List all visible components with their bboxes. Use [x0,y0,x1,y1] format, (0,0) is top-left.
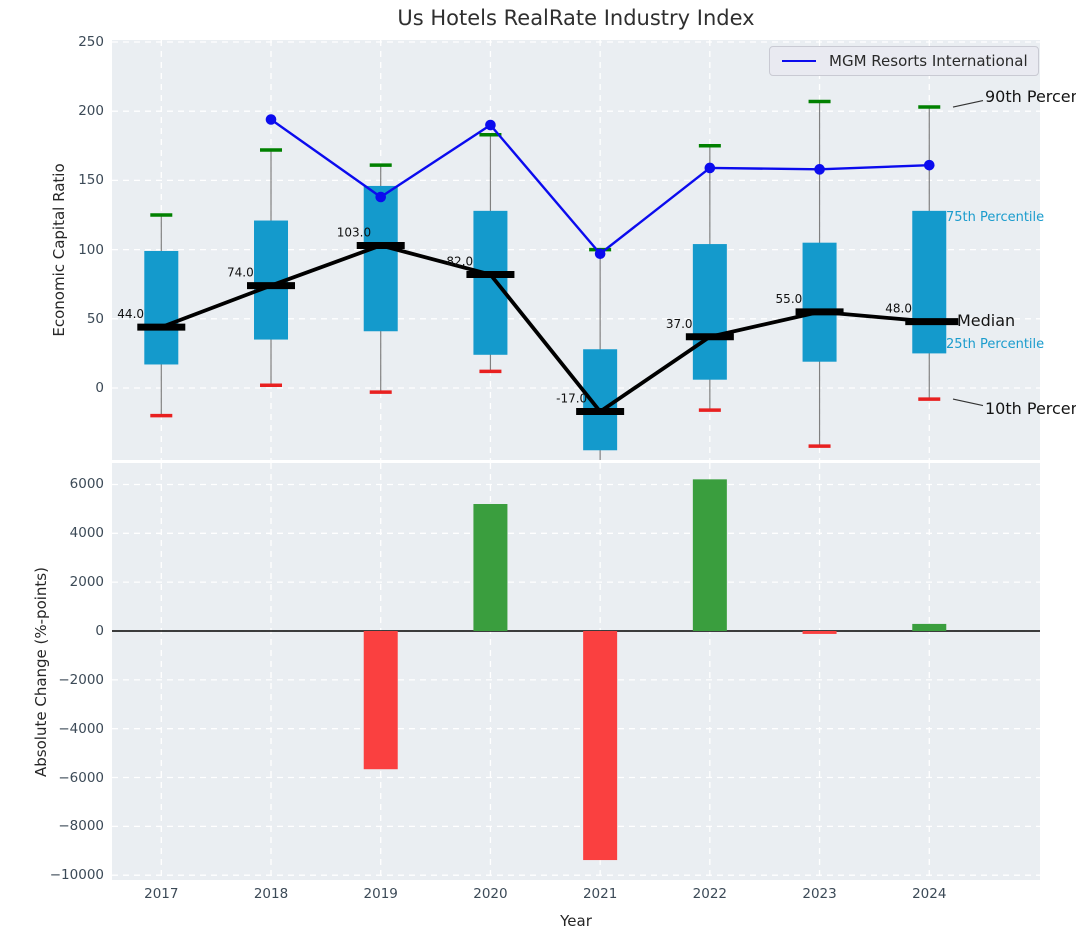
annotation-25th-percentile: 25th Percentile [946,338,1044,352]
mgm-point-2022 [705,163,716,174]
median-value-label-2023: 55.0 [776,292,803,306]
xtick-2020: 2020 [455,886,525,902]
bottom-ytick--8000: −8000 [44,817,104,835]
change-bar-2019 [364,631,398,769]
median-value-label-2021: -17.0 [556,392,587,406]
xtick-2018: 2018 [236,886,306,902]
annotation-90th-percentile: 90th Percentile [985,87,1076,107]
xtick-2019: 2019 [346,886,416,902]
median-value-label-2017: 44.0 [117,307,144,321]
xtick-2024: 2024 [894,886,964,902]
figure: Us Hotels RealRate Industry Index 44.0 74… [0,0,1076,942]
median-value-label-2018: 74.0 [227,266,254,280]
mgm-point-2020 [485,120,496,131]
top-ytick-100: 100 [44,241,104,259]
mgm-point-2021 [595,248,606,259]
annotation-75th-percentile: 75th Percentile [946,211,1044,225]
top-ytick-200: 200 [44,102,104,120]
change-bar-2022 [693,479,727,631]
x-axis-label: Year [112,912,1040,930]
iqr-box-2022 [693,244,727,380]
top-ytick-50: 50 [44,310,104,328]
median-value-label-2020: 82.0 [446,255,473,269]
bottom-ytick--6000: −6000 [44,769,104,787]
legend-series-label: MGM Resorts International [829,52,1028,70]
xtick-2023: 2023 [785,886,855,902]
iqr-box-2024 [912,211,946,354]
change-bar-2023 [803,631,837,634]
median-value-label-2024: 48.0 [885,302,912,316]
mgm-point-2018 [266,114,277,125]
xtick-2022: 2022 [675,886,745,902]
connector-10th [953,399,983,406]
median-value-label-2019: 103.0 [337,225,371,239]
iqr-box-2023 [803,243,837,362]
mgm-point-2023 [814,164,825,175]
chart-title: Us Hotels RealRate Industry Index [112,6,1040,30]
annotation-10th-percentile: 10th Percentile [985,399,1076,419]
bottom-ytick--2000: −2000 [44,671,104,689]
iqr-box-2019 [364,186,398,331]
bottom-ytick-6000: 6000 [44,475,104,493]
xtick-2017: 2017 [126,886,196,902]
xtick-2021: 2021 [565,886,635,902]
top-ytick-150: 150 [44,171,104,189]
mgm-point-2024 [924,160,935,171]
change-bar-2021 [583,631,617,860]
bottom-ytick-2000: 2000 [44,573,104,591]
legend: MGM Resorts International [769,46,1039,76]
bottom-ytick-0: 0 [44,622,104,640]
change-bar-2024 [912,624,946,631]
mgm-point-2019 [375,192,386,203]
change-bar-2020 [473,504,507,631]
box-plot-chart: 44.0 74.0 103.0 82.0 -17.0 37.0 55.0 48.0 [112,40,1040,460]
iqr-box-2021 [583,349,617,450]
top-ytick-250: 250 [44,33,104,51]
change-bar-chart [112,463,1040,880]
iqr-box-2017 [144,251,178,364]
annotation-median: Median [957,311,1015,331]
median-value-label-2022: 37.0 [666,317,693,331]
iqr-box-2020 [473,211,507,355]
legend-line-swatch [782,60,816,62]
top-ytick-0: 0 [44,379,104,397]
bottom-ytick--4000: −4000 [44,720,104,738]
connector-90th [953,101,983,107]
bottom-ytick--10000: −10000 [44,866,104,884]
bottom-ytick-4000: 4000 [44,524,104,542]
